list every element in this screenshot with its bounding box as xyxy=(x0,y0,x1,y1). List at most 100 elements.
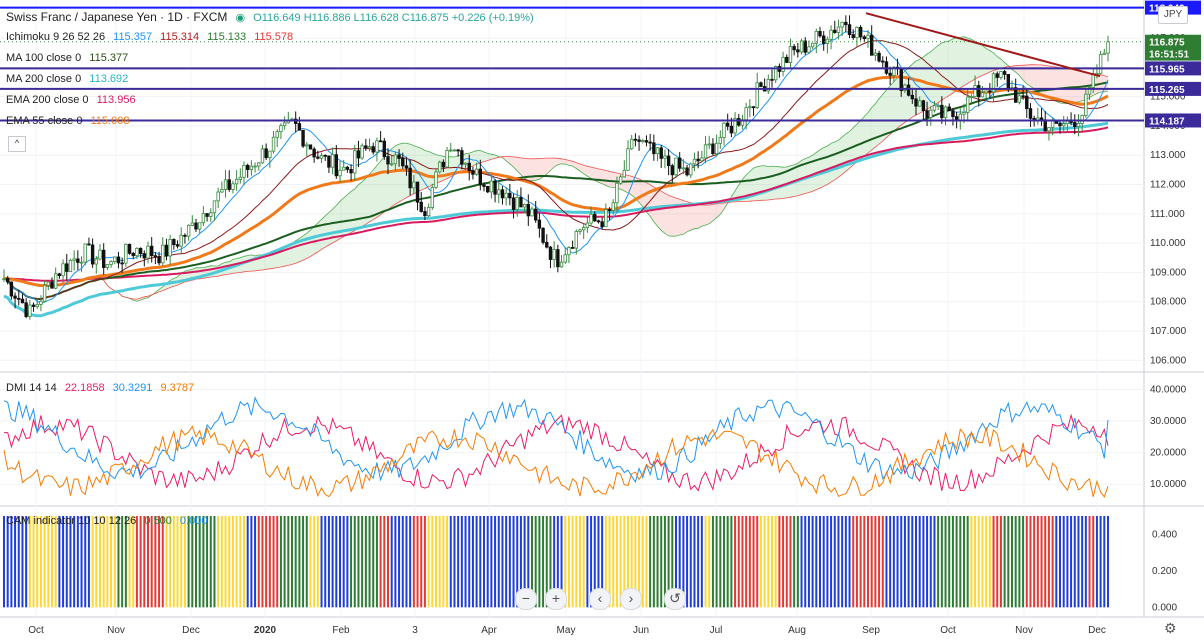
cam-bar xyxy=(80,516,83,608)
cam-bar xyxy=(652,516,655,608)
ichimoku-cloud-segment xyxy=(1041,64,1046,96)
cam-bar xyxy=(741,516,744,608)
zoom-out-button[interactable]: − xyxy=(515,588,537,610)
cam-bar xyxy=(412,516,415,608)
candle-body xyxy=(127,243,132,254)
ichimoku-cloud-segment xyxy=(572,161,577,169)
ichimoku-cloud-segment xyxy=(1063,68,1068,104)
candle-body xyxy=(138,247,143,255)
legend-ema55[interactable]: EMA 55 close 0 115.008 xyxy=(6,114,134,128)
ichimoku-cloud-segment xyxy=(384,152,388,213)
legend-ma200[interactable]: MA 200 close 0 113.692 xyxy=(6,72,133,86)
candle-body xyxy=(312,148,316,158)
legend-cam[interactable]: CAM indicator 10 10 12 26 0.500 0.000 xyxy=(6,514,212,528)
ichimoku-cloud-segment xyxy=(982,45,987,76)
cam-bar xyxy=(782,516,785,608)
legend-ema200[interactable]: EMA 200 close 0 113.956 xyxy=(6,93,141,107)
cam-bar xyxy=(172,516,175,608)
candle-body xyxy=(463,162,468,165)
candle-body xyxy=(197,222,202,230)
candle-body xyxy=(718,137,723,144)
ichimoku-cloud-segment xyxy=(709,204,713,224)
cam-bar xyxy=(844,516,847,608)
scroll-left-button[interactable]: ‹ xyxy=(589,588,611,610)
cam-bar xyxy=(490,516,493,608)
candle-body xyxy=(611,202,615,211)
ichimoku-cloud-segment xyxy=(273,251,278,269)
legend-ichimoku[interactable]: Ichimoku 9 26 52 26 115.357 115.314 115.… xyxy=(6,30,298,44)
legend-cam-v2: 0.000 xyxy=(179,515,208,527)
cam-pane[interactable] xyxy=(3,516,1109,608)
candle-body xyxy=(53,273,58,289)
candle-body xyxy=(338,169,342,177)
candle-body xyxy=(456,149,460,152)
legend-dmi[interactable]: DMI 14 14 22.1858 30.3291 9.3787 xyxy=(6,381,199,395)
currency-badge[interactable]: JPY xyxy=(1158,6,1188,24)
candle-body xyxy=(434,171,438,188)
price-pane[interactable] xyxy=(0,6,1144,320)
cam-bar xyxy=(353,516,356,608)
ichimoku-cloud-segment xyxy=(650,184,654,222)
cam-bar xyxy=(43,516,46,608)
legend-ma100[interactable]: MA 100 close 0 115.377 xyxy=(6,51,133,65)
collapse-legend-button[interactable]: ^ xyxy=(8,136,26,152)
candle-body xyxy=(991,73,996,93)
legend-dmi-name: DMI 14 14 xyxy=(6,382,57,394)
cam-bar xyxy=(401,516,404,608)
ichimoku-cloud-segment xyxy=(879,94,883,145)
settings-gear-icon[interactable]: ⚙ xyxy=(1164,620,1177,636)
cam-bar xyxy=(350,516,353,608)
ichimoku-cloud-segment xyxy=(557,158,562,165)
candle-body xyxy=(1084,93,1088,116)
ichimoku-cloud-segment xyxy=(306,230,311,259)
cam-bar xyxy=(246,516,249,608)
cam-bar xyxy=(420,516,423,608)
reset-chart-button[interactable]: ↺ xyxy=(664,588,686,610)
cam-bar xyxy=(1011,516,1013,608)
candle-body xyxy=(862,36,867,40)
candle-body xyxy=(72,258,76,261)
cam-bar xyxy=(534,516,537,608)
candle-body xyxy=(231,183,235,190)
candle-body xyxy=(788,46,793,63)
candle-body xyxy=(471,170,475,175)
cam-bar xyxy=(675,516,677,608)
cam-bar xyxy=(963,516,965,608)
candle-body xyxy=(474,168,479,175)
candle-body xyxy=(821,35,826,44)
candle-body xyxy=(327,155,331,168)
cam-bar xyxy=(697,516,700,608)
legend-ichimoku-v3: 115.133 xyxy=(207,31,247,43)
ichimoku-cloud-segment xyxy=(380,156,385,215)
cam-bar xyxy=(564,516,567,608)
time-tick-label-7: May xyxy=(557,625,576,636)
candle-body xyxy=(951,110,955,118)
ichimoku-cloud-segment xyxy=(210,265,215,278)
cam-bar xyxy=(494,516,497,608)
cam-bar xyxy=(800,516,803,608)
candle-body xyxy=(781,56,785,72)
ichimoku-cloud-segment xyxy=(1048,65,1053,101)
cam-bar xyxy=(748,516,751,608)
ichimoku-cloud-segment xyxy=(546,158,551,175)
cam-bar xyxy=(449,516,452,608)
candle-body xyxy=(533,208,538,221)
candle-body xyxy=(5,278,10,283)
cam-bar xyxy=(423,516,426,608)
scroll-right-button[interactable]: › xyxy=(620,588,642,610)
cam-bar xyxy=(169,516,172,608)
cam-bar xyxy=(32,516,35,608)
zoom-in-button[interactable]: + xyxy=(545,588,567,610)
ichimoku-cloud-segment xyxy=(269,252,274,269)
dmi-pane[interactable] xyxy=(3,396,1109,498)
ichimoku-cloud-segment xyxy=(760,165,765,201)
cam-bar xyxy=(73,516,76,608)
ichimoku-cloud-segment xyxy=(1023,64,1027,84)
candle-body xyxy=(881,60,885,63)
ema55-line xyxy=(3,75,1109,288)
candle-body xyxy=(353,150,357,174)
ichimoku-cloud-segment xyxy=(140,296,145,301)
cam-bar xyxy=(752,516,755,608)
candle-body xyxy=(655,147,660,155)
